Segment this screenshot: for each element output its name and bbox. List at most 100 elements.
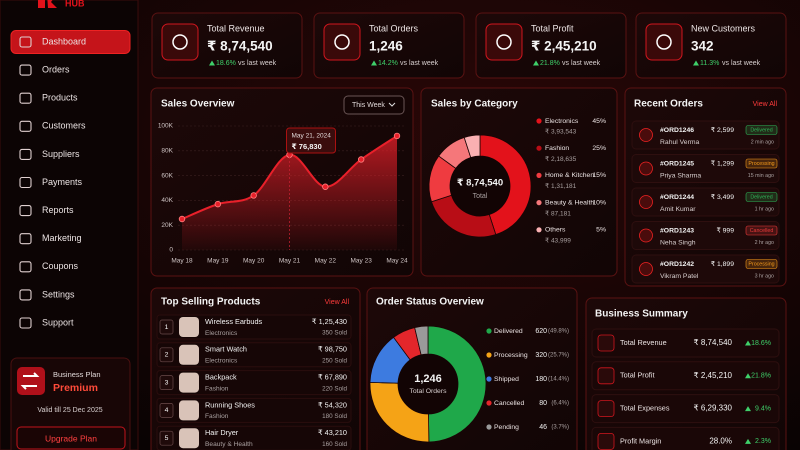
product-category: Fashion [205,385,229,392]
nav-item[interactable]: Coupons [42,261,79,271]
kpi-icon-glyph [656,34,672,50]
status-badge [745,125,778,135]
kpi-icon [323,23,361,61]
kpi-value: ₹ 8,74,540 [207,39,273,54]
kpi-value: 342 [691,39,714,54]
period-label[interactable]: This Week [352,102,385,109]
plan-label: Business Plan [53,370,101,379]
nav-icon [19,233,32,245]
nav-item[interactable]: Dashboard [42,36,86,46]
legend-count: 180 [535,376,547,383]
nav-icon [19,36,32,48]
legend-dot [536,227,542,233]
summary-row [591,426,780,450]
legend-dot [536,200,542,206]
order-customer: Priya Sharma [660,172,701,179]
status-label: Delivered [750,194,772,200]
rank-box [159,403,174,418]
status-badge [745,259,778,269]
rank-box [159,347,174,363]
status-badge [745,192,778,202]
product-rank: 4 [165,407,169,414]
legend-dot [486,376,492,382]
donut-total-label: Total Orders [409,388,447,395]
legend-label: Pending [494,424,519,431]
product-rank: 3 [165,379,169,386]
up-arrow [745,373,751,379]
upgrade-button-label[interactable]: Upgrade Plan [45,433,97,443]
legend-dot [536,118,542,124]
tooltip-date: May 21, 2024 [292,133,332,140]
upgrade-button [16,426,126,450]
panel-title: Order Status Overview [376,297,484,308]
order-time: 3 hr ago [755,273,774,279]
view-all-link[interactable]: View All [325,299,350,306]
nav-icon [19,92,32,104]
product-thumb [179,400,199,421]
order-time: 15 min ago [748,173,774,179]
summary-row [591,394,780,424]
legend-amount: ₹ 2,18,635 [545,156,577,163]
product-category: Electronics [205,358,238,365]
status-label: Delivered [750,127,772,133]
summary-icon [597,334,615,352]
rank-box [159,375,174,390]
donut-hole [450,156,510,216]
order-icon [639,195,653,209]
summary-change: 21.8% [751,373,771,380]
sales-point [178,215,186,223]
product-sold: 180 Sold [322,413,347,420]
kpi-title: Total Revenue [207,23,265,33]
legend-amount: ₹ 3,93,543 [545,129,577,136]
status-label: Processing [748,261,774,267]
product-thumb [179,372,199,393]
nav-item[interactable]: Marketing [42,233,82,243]
nav-item[interactable]: Customers [42,121,86,131]
legend-dot [536,172,542,178]
x-tick-label: May 20 [243,258,265,265]
nav-item[interactable]: Support [42,317,74,327]
panel-title: Business Summary [595,309,688,320]
kpi-icon-glyph [334,34,350,50]
order-icon [639,128,653,142]
panel-title: Sales Overview [161,99,235,110]
x-tick-label: May 18 [171,258,193,265]
product-category: Fashion [205,413,229,420]
product-revenue: ₹ 1,25,430 [312,317,347,326]
x-tick-label: May 24 [386,258,408,265]
legend-amount: ₹ 1,31,181 [545,183,577,190]
sales-point [214,200,222,208]
kpi-title: Total Profit [531,23,574,33]
panel-title: Recent Orders [634,99,703,110]
x-tick-label: May 23 [351,258,373,265]
up-arrow [693,60,699,66]
nav-active [10,30,131,54]
product-category: Electronics [205,330,238,337]
nav-item[interactable]: Settings [42,289,75,299]
rank-box [159,319,174,335]
legend-count: 620 [535,328,547,335]
panel-title: Top Selling Products [161,297,261,308]
legend-label: Beauty & Health [545,199,594,206]
up-arrow [371,60,377,66]
nav-icon [19,205,32,217]
nav-item[interactable]: Payments [42,177,83,187]
legend-percent: (14.4%) [548,377,569,383]
product-sold: 160 Sold [322,441,347,448]
nav-item[interactable]: Suppliers [42,149,80,159]
order-row [631,120,780,150]
x-tick-label: May 19 [207,258,229,265]
order-row [631,221,780,250]
product-name: Smart Watch [205,345,247,354]
legend-count: 320 [535,352,547,359]
nav-item[interactable]: Reports [42,205,74,215]
nav-item[interactable]: Orders [42,64,70,74]
nav-item[interactable]: Products [42,93,78,103]
view-all-link[interactable]: View All [753,101,778,108]
kpi-note: vs last week [722,60,761,67]
order-time: 1 hr ago [755,206,774,212]
plan-icon-glyph [20,372,40,390]
plan-name: Premium [53,382,98,394]
legend-dot [486,424,492,430]
y-tick-label: 40K [161,197,173,204]
